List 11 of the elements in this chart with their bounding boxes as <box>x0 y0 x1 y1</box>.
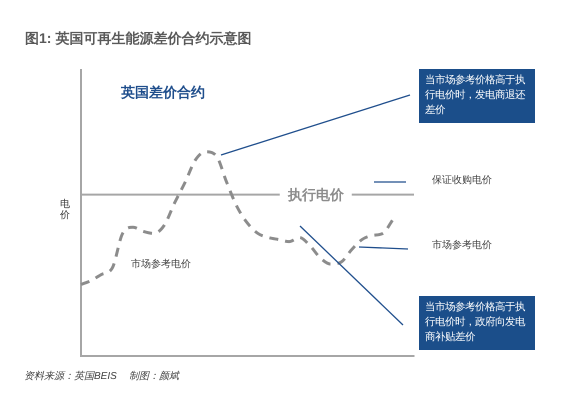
text: 英国差价合约 <box>121 84 205 101</box>
y-axis-title: 电价 <box>60 199 70 221</box>
text: 保证收购电价 <box>432 175 492 187</box>
callout-box: 当市场参考价格高于执行电价时，发电商退还差价 <box>419 69 535 123</box>
callout-box: 当市场参考价格高于执行电价时，政府向发电商补贴差价 <box>419 296 535 350</box>
annotation: 市场参考电价 <box>131 259 191 271</box>
text: 市场参考电价 <box>432 240 492 252</box>
ref-line-label: 执行电价 <box>286 186 345 202</box>
chart-title: 图1: 英国可再生能源差价合约示意图 <box>25 30 252 47</box>
text: 资料来源：英国BEIS <box>24 371 117 383</box>
text: 制图：颜斌 <box>129 371 179 383</box>
